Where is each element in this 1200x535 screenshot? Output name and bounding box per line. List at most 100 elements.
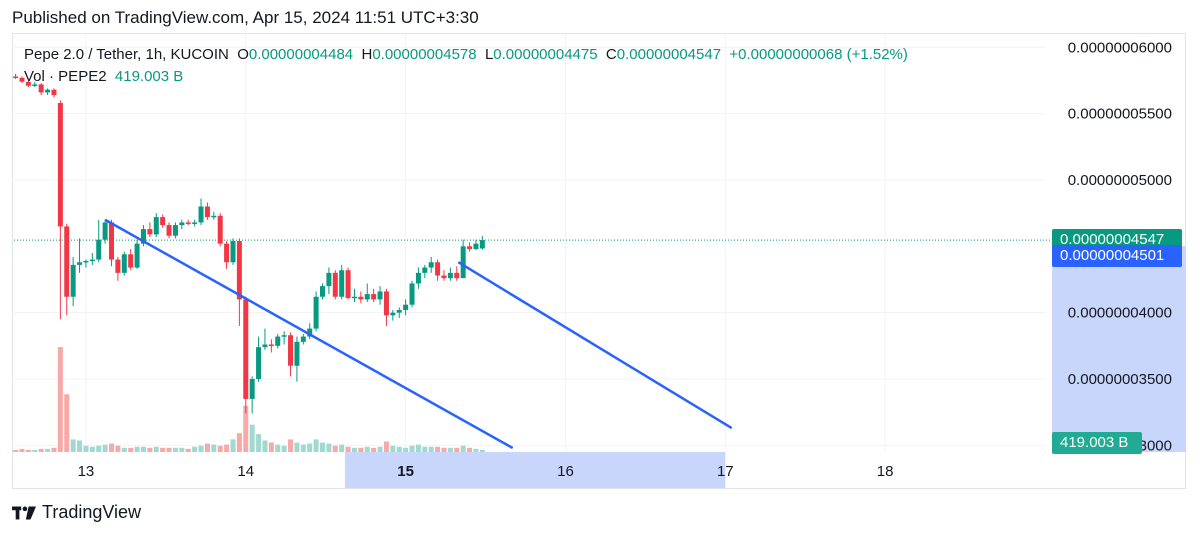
candle-body (70, 264, 76, 297)
candle-body (204, 206, 210, 218)
volume-bar (25, 449, 31, 452)
high-label: H (361, 46, 373, 63)
volume-bar (281, 445, 287, 452)
volume-bar (435, 446, 441, 452)
volume-bar (128, 447, 134, 452)
candle-body (198, 206, 204, 223)
volume-bar (77, 440, 83, 452)
volume-bar (32, 449, 38, 452)
candle-body (377, 291, 383, 300)
candle-body (230, 241, 236, 263)
low-value: 0.00000004475 (493, 46, 598, 63)
symbol-title[interactable]: Pepe 2.0 / Tether, 1h, KUCOIN (24, 46, 229, 63)
volume-bar (51, 447, 57, 452)
candle-body (371, 294, 377, 300)
candle-body (25, 81, 31, 86)
candle-body (256, 347, 262, 380)
candle-body (211, 215, 217, 218)
candle-body (275, 336, 281, 346)
volume-bar (467, 447, 473, 452)
candle-body (160, 217, 166, 226)
volume-bar (358, 447, 364, 452)
candle-body (281, 335, 287, 337)
volume-bar (428, 446, 434, 452)
candle-body (454, 272, 460, 279)
candle-body (422, 267, 428, 273)
volume-bar (262, 440, 268, 452)
volume-bar (166, 447, 172, 452)
volume-bar (96, 445, 102, 452)
candle-body (460, 246, 466, 279)
candle-body (396, 310, 402, 313)
candle-body (332, 272, 338, 297)
candle-body (358, 296, 364, 300)
candle-body (147, 229, 153, 235)
candle-body (479, 240, 485, 249)
candle-body (345, 270, 351, 299)
volume-bar (13, 449, 19, 452)
candle-body (307, 328, 313, 337)
x-tick-label: 15 (397, 463, 414, 480)
volume-bar (153, 446, 159, 452)
volume-bar (300, 444, 306, 452)
candle-body (351, 296, 357, 299)
open-label: O (237, 46, 249, 63)
close-label: C (605, 46, 617, 63)
volume-bar (179, 447, 185, 452)
volume-bar (403, 447, 409, 452)
volume-bar (115, 445, 121, 452)
volume-bar (45, 448, 51, 452)
alert-price-tag[interactable]: 0.00000004501 (1052, 245, 1182, 268)
candle-body (268, 344, 274, 347)
volume-bar (121, 447, 127, 452)
candle-body (109, 222, 115, 260)
volume-bar (38, 448, 44, 452)
low-label: L (484, 46, 494, 63)
volume-bar (409, 445, 415, 452)
volume-bar (243, 405, 249, 452)
y-tick-label: 0.00000003500 (1068, 371, 1172, 388)
candle-body (435, 262, 441, 276)
footer-brand[interactable]: TradingView (12, 502, 141, 523)
candle-body (217, 215, 223, 244)
x-tick-label: 17 (717, 463, 734, 480)
trendline (457, 261, 733, 430)
volume-bar (236, 433, 242, 452)
volume-bar (460, 445, 466, 452)
y-tick-label: 0.00000005000 (1068, 172, 1172, 189)
volume-bar (422, 446, 428, 452)
volume-bar (147, 447, 153, 452)
volume-label[interactable]: Vol · PEPE2 (24, 68, 107, 85)
volume-bar (479, 449, 485, 452)
volume-bar (396, 446, 402, 452)
candle-body (294, 341, 300, 366)
candle-body (409, 283, 415, 305)
y-tick-label: 0.00000004000 (1068, 305, 1172, 322)
candle-body (300, 336, 306, 342)
volume-bar (288, 439, 294, 452)
y-tick-label: 0.00000005500 (1068, 106, 1172, 123)
candle-body (262, 344, 268, 348)
volume-bar (102, 444, 108, 452)
candle-body (96, 239, 102, 260)
volume-bar (294, 442, 300, 452)
volume-bar (473, 448, 479, 452)
volume-bar (326, 443, 332, 452)
candle-body (172, 225, 178, 236)
candle-body (326, 272, 332, 287)
candle-body (64, 226, 70, 297)
volume-bar (454, 447, 460, 452)
candle-body (428, 262, 434, 268)
x-tick-label: 13 (78, 463, 95, 480)
candle-body (185, 222, 191, 224)
volume-legend: Vol · PEPE2 419.003 B (24, 68, 183, 85)
candle-body (288, 335, 294, 366)
candle-body (403, 304, 409, 311)
volume-bar (192, 446, 198, 452)
close-value: 0.00000004547 (616, 46, 722, 63)
candle-body (77, 262, 83, 265)
candle-body (89, 259, 95, 262)
candle-body (441, 275, 447, 279)
volume-bar (320, 442, 326, 452)
